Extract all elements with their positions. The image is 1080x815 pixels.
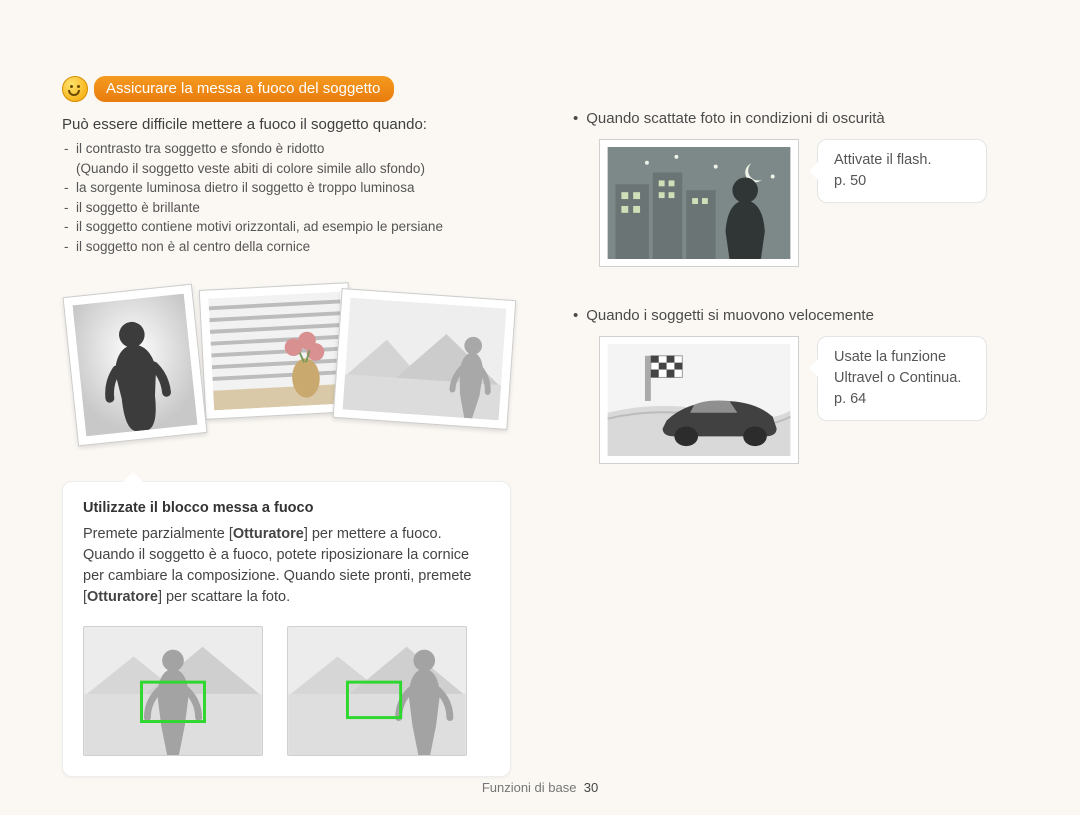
focus-thumb-recomposed xyxy=(287,626,467,756)
car-scene-thumb xyxy=(599,336,799,464)
callout-line: Ultravel o Continua. xyxy=(834,368,970,389)
backlit-silhouette-icon xyxy=(72,294,197,437)
triple-illustration xyxy=(62,276,511,451)
flash-callout: Attivate il flash. p. 50 xyxy=(817,139,987,203)
list-item: la sorgente luminosa dietro il soggetto … xyxy=(76,178,511,198)
blinds-vase-icon xyxy=(208,292,346,411)
callout-line: Attivate il flash. xyxy=(834,150,970,171)
difficulty-list-2: la sorgente luminosa dietro il soggetto … xyxy=(62,178,511,256)
scenario-motion: • Quando i soggetti si muovono velocemen… xyxy=(573,307,1020,324)
section-header: Assicurare la messa a fuoco del soggetto xyxy=(62,76,511,102)
callout-line: p. 50 xyxy=(834,171,970,192)
list-item: il soggetto contiene motivi orizzontali,… xyxy=(76,217,511,237)
focus-lock-tip: Utilizzate il blocco messa a fuoco Preme… xyxy=(62,481,511,777)
list-item: il soggetto è brillante xyxy=(76,198,511,218)
intro-text: Può essere difficile mettere a fuoco il … xyxy=(62,116,511,133)
list-item: il contrasto tra soggetto e sfondo è rid… xyxy=(76,139,511,159)
callout-line: Usate la funzione xyxy=(834,347,970,368)
scenario-label: Quando i soggetti si muovono velocemente xyxy=(586,307,874,324)
list-item: il soggetto non è al centro della cornic… xyxy=(76,237,511,257)
tip-body: Premete parzialmente [Otturatore] per me… xyxy=(83,524,490,608)
tip-title: Utilizzate il blocco messa a fuoco xyxy=(83,500,490,516)
focus-thumb-centered xyxy=(83,626,263,756)
callout-line: p. 64 xyxy=(834,389,970,410)
continuous-callout: Usate la funzione Ultravel o Continua. p… xyxy=(817,336,987,421)
offcenter-subject-icon xyxy=(342,298,506,421)
difficulty-list: il contrasto tra soggetto e sfondo è rid… xyxy=(62,139,511,159)
page-number: 30 xyxy=(584,780,598,795)
list-item-sub: (Quando il soggetto veste abiti di color… xyxy=(62,159,511,179)
smiley-icon xyxy=(62,76,88,102)
bullet-icon: • xyxy=(573,307,578,324)
section-title: Assicurare la messa a fuoco del soggetto xyxy=(94,76,394,102)
bullet-icon: • xyxy=(573,110,578,127)
right-column: • Quando scattate foto in condizioni di … xyxy=(571,76,1020,777)
footer-section: Funzioni di base xyxy=(482,780,577,795)
scenario-dark: • Quando scattate foto in condizioni di … xyxy=(573,110,1020,127)
scenario-label: Quando scattate foto in condizioni di os… xyxy=(586,110,885,127)
page-footer: Funzioni di base 30 xyxy=(0,780,1080,795)
night-scene-thumb xyxy=(599,139,799,267)
left-column: Assicurare la messa a fuoco del soggetto… xyxy=(62,76,511,777)
